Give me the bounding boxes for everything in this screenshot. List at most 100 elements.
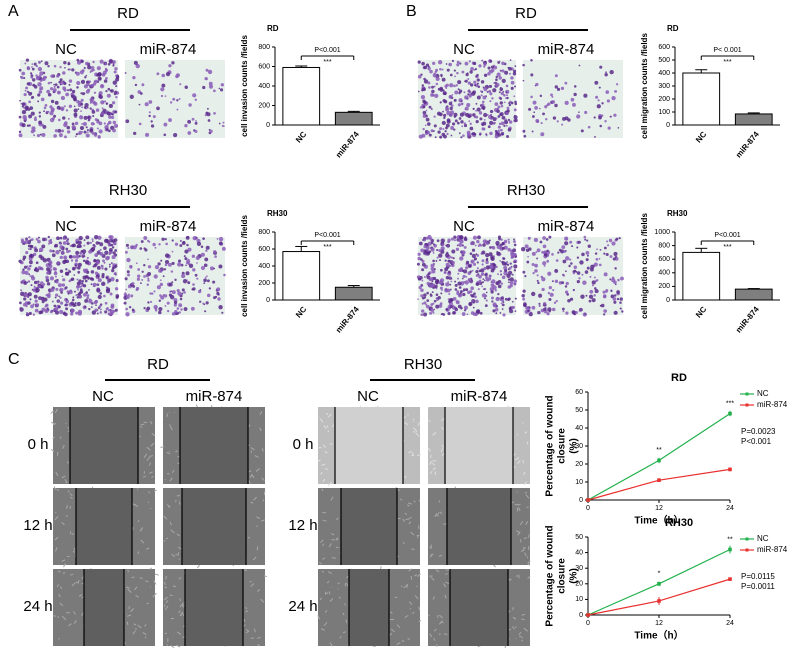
stained-cell [613, 251, 618, 256]
stained-cell [605, 90, 610, 94]
stained-cell [496, 244, 501, 250]
stained-cell [114, 123, 119, 128]
stained-cell [31, 63, 34, 65]
stained-cell [601, 114, 604, 117]
stained-cell [492, 303, 497, 308]
stained-cell [541, 287, 545, 292]
wound-gap [70, 407, 138, 484]
stained-cell [440, 249, 445, 254]
stained-cell [97, 119, 99, 121]
stained-cell [135, 286, 140, 291]
stained-cell [486, 90, 489, 93]
stained-cell [42, 237, 46, 242]
texture [65, 423, 67, 425]
stained-cell [604, 120, 607, 123]
stained-cell [557, 251, 560, 254]
stained-cell [463, 122, 467, 125]
stained-cell [52, 88, 57, 92]
stained-cell [446, 118, 451, 123]
texture [433, 628, 437, 632]
stained-cell [438, 259, 441, 262]
stained-cell [163, 133, 167, 137]
stained-cell [476, 95, 481, 100]
stained-cell [479, 117, 483, 121]
y-tick-label: 10 [575, 479, 583, 486]
stained-cell [124, 250, 128, 254]
stained-cell [50, 109, 55, 113]
stained-cell [554, 74, 558, 78]
stained-cell [456, 63, 460, 67]
stained-cell [107, 87, 111, 91]
stained-cell [108, 247, 113, 252]
significance-stars: *** [323, 244, 331, 251]
stained-cell [537, 310, 541, 315]
texture [146, 602, 150, 605]
texture [248, 470, 252, 473]
stained-cell [462, 274, 466, 279]
stained-cell [34, 269, 36, 272]
stained-cell [419, 106, 423, 109]
stained-cell [41, 300, 45, 304]
stained-cell [66, 290, 70, 293]
wound-gap [349, 569, 389, 646]
texture [329, 598, 334, 602]
stained-cell [205, 301, 209, 305]
texture [154, 573, 159, 576]
stained-cell [506, 273, 511, 278]
texture [445, 581, 450, 585]
stained-cell [420, 288, 424, 293]
stained-cell [90, 69, 94, 73]
stained-cell [46, 267, 51, 272]
stained-cell [50, 241, 53, 244]
bar [282, 251, 321, 301]
stained-cell [171, 312, 176, 316]
stained-cell [75, 132, 79, 136]
chart-title: RH30 [665, 517, 693, 529]
texture [326, 425, 329, 428]
texture [320, 539, 324, 544]
stained-cell [53, 134, 57, 138]
stained-cell [58, 133, 63, 138]
stained-cell [421, 309, 425, 313]
stained-cell [468, 120, 471, 123]
stained-cell [509, 262, 512, 265]
stained-cell [176, 99, 179, 102]
stained-cell [67, 89, 70, 92]
texture [59, 602, 64, 607]
stained-cell [535, 251, 538, 253]
stained-cell [68, 290, 73, 295]
stained-cell [38, 284, 42, 289]
stained-cell [43, 110, 46, 113]
stained-cell [498, 60, 501, 63]
stained-cell [428, 86, 431, 89]
stained-cell [446, 243, 451, 248]
stained-cell [35, 268, 39, 273]
stained-cell [90, 270, 95, 274]
stained-cell [202, 302, 205, 305]
stained-cell [81, 92, 85, 96]
texture [439, 511, 443, 515]
stained-cell [184, 123, 188, 128]
stained-cell [105, 77, 108, 80]
stained-cell [439, 127, 443, 131]
stained-cell [595, 95, 599, 99]
stained-cell [482, 121, 487, 126]
stained-cell [139, 282, 142, 285]
stained-cell [103, 122, 106, 125]
stained-cell [72, 303, 76, 308]
stained-cell [221, 311, 224, 314]
stained-cell [100, 111, 105, 116]
stained-cell [418, 241, 423, 246]
stained-cell [102, 259, 105, 263]
stained-cell [141, 279, 144, 281]
stained-cell [65, 109, 69, 112]
stained-cell [222, 121, 225, 124]
stained-cell [94, 299, 98, 303]
stained-cell [123, 301, 127, 305]
stained-cell [59, 301, 64, 305]
stained-cell [449, 283, 452, 286]
stained-cell [469, 126, 474, 131]
column-label: miR-874 [538, 218, 595, 235]
texture [261, 477, 265, 481]
texture [144, 624, 147, 627]
